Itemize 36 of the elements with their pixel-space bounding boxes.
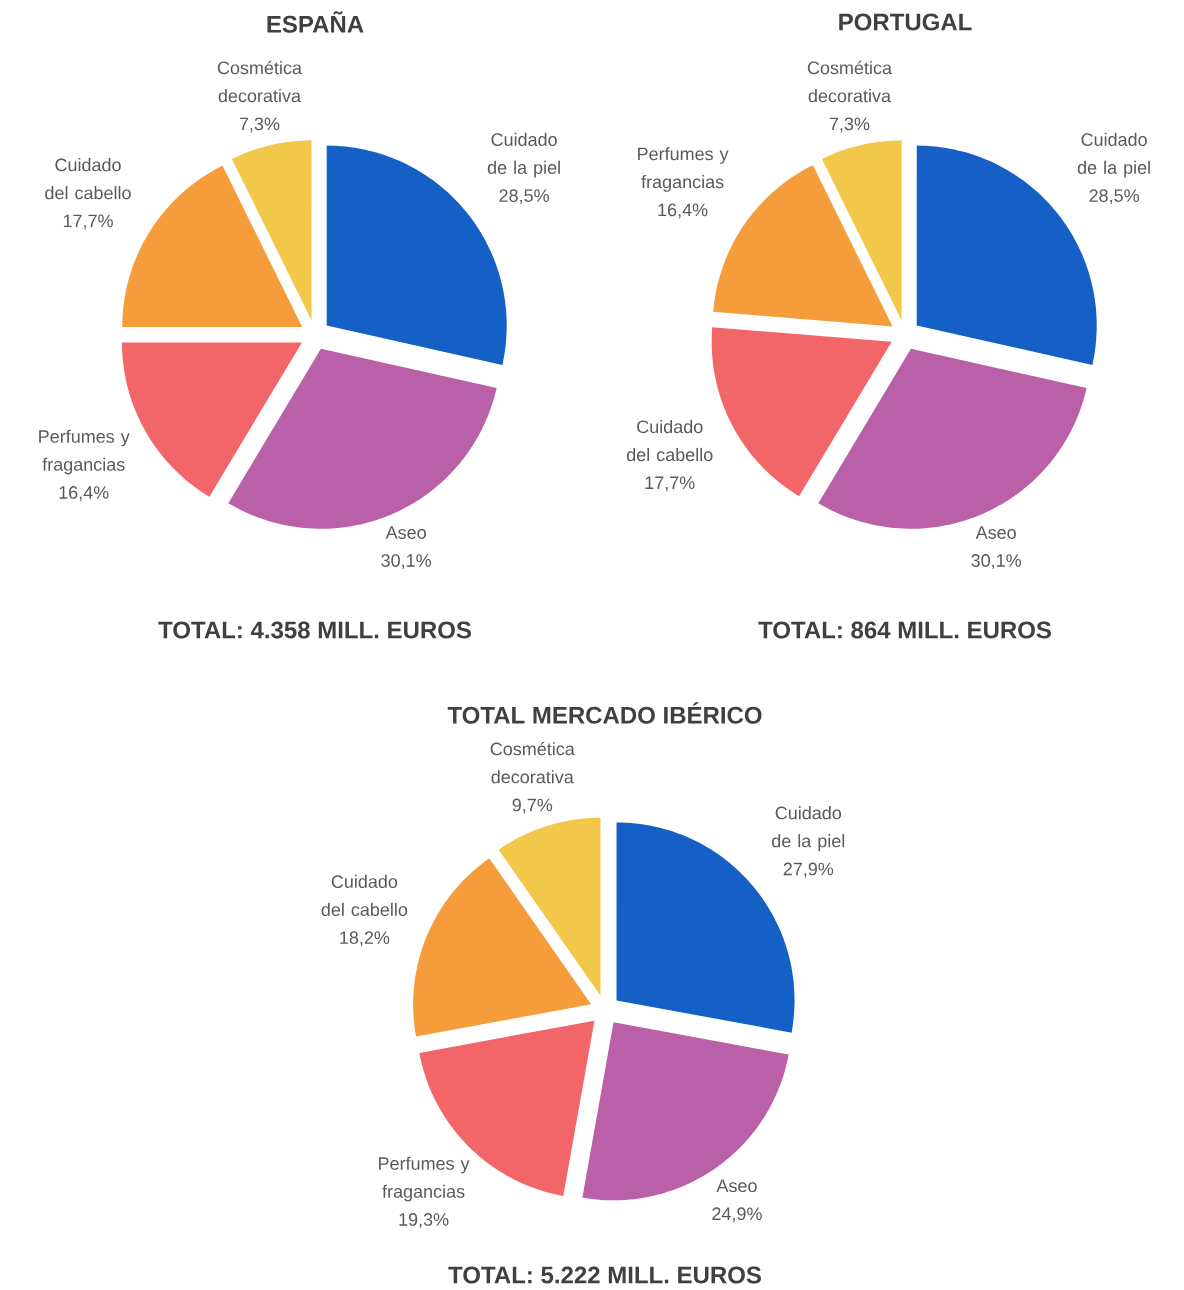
data-label: 27,9%: [783, 862, 834, 878]
slice-label: Cuidado de la piel: [772, 806, 845, 851]
data-label: 16,4%: [59, 486, 109, 501]
data-label: 28,5%: [1089, 189, 1139, 205]
data-label: 18,2%: [340, 931, 390, 947]
data-label: 19,3%: [399, 1213, 449, 1229]
slice-label: Cosmética decorativa: [490, 741, 575, 784]
slice-label: Perfumes y fragancias: [379, 1156, 470, 1202]
data-label: 7,3%: [239, 117, 280, 133]
chart-title: TOTAL MERCADO IBÉRICO: [447, 702, 762, 724]
text: TOTAL: 864 MILL. EUROS: [758, 621, 1051, 639]
data-label: 17,7%: [645, 476, 695, 492]
text: TOTAL: 4.358 MILL. EUROS: [158, 621, 471, 639]
slice-label: Aseo: [975, 526, 1016, 539]
slice-label: Cosmética decorativa: [217, 60, 302, 103]
data-label: 30,1%: [971, 554, 1022, 570]
data-label: 30,1%: [381, 554, 432, 570]
slice-label: Aseo: [385, 526, 426, 539]
slice-label: Aseo: [716, 1179, 757, 1193]
slice-label: Cuidado de la piel: [487, 132, 560, 178]
slice-label: Cuidado del cabello: [321, 874, 408, 917]
slice-label: Cuidado del cabello: [626, 419, 713, 462]
chart-title: PORTUGAL: [839, 13, 972, 31]
data-label: 7,3%: [829, 117, 870, 133]
slice-label: Cuidado de la piel: [1077, 132, 1150, 178]
data-label: 28,5%: [499, 189, 549, 205]
data-label: 16,4%: [658, 203, 708, 219]
text: TOTAL: 5.222 MILL. EUROS: [448, 1266, 761, 1284]
data-label: 24,9%: [712, 1207, 762, 1223]
slice-label: Perfumes y fragancias: [638, 147, 729, 192]
slice-label: Perfumes y fragancias: [39, 429, 130, 475]
data-label: 9,7%: [512, 798, 553, 814]
slice-label: Cosmética decorativa: [807, 60, 892, 103]
chart-title: ESPAÑA: [267, 11, 364, 33]
slice-label: Cuidado del cabello: [45, 158, 131, 200]
data-label: 17,7%: [63, 214, 113, 230]
